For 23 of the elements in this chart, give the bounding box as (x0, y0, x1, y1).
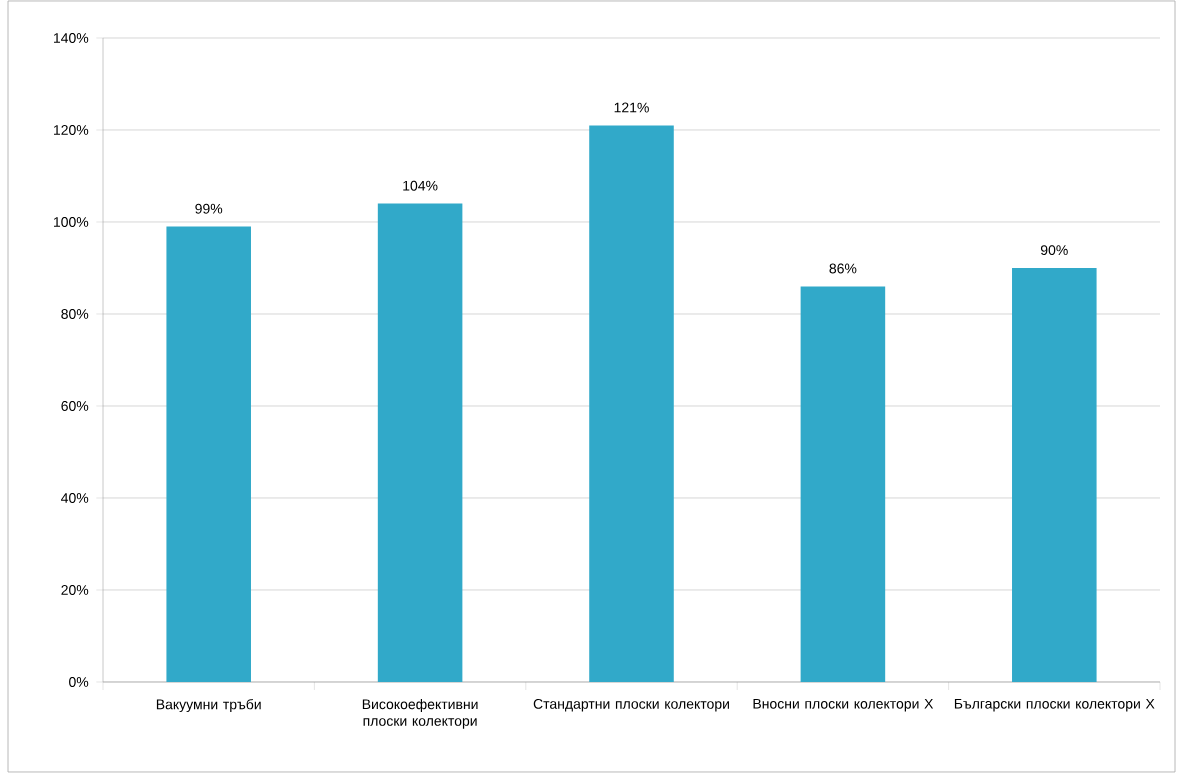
x-tick-label: Български плоски колектори X (954, 698, 1155, 712)
x-tick-label: Вакуумни тръби (156, 698, 261, 713)
data-label: 99% (195, 203, 223, 214)
x-tick-label: Стандартни плоски колектори (533, 698, 729, 712)
bar (166, 226, 251, 682)
y-tick-label: 140% (54, 33, 89, 43)
x-tick-label: Високоефективни плоски колектори (362, 698, 478, 729)
y-tick-label: 80% (61, 309, 89, 319)
bar (800, 286, 886, 682)
data-label: 90% (1040, 245, 1068, 256)
y-tick-label: 40% (61, 493, 89, 503)
bar (589, 125, 674, 682)
y-tick-label: 120% (54, 125, 89, 135)
data-label: 86% (829, 263, 857, 274)
data-label: 104% (403, 180, 438, 191)
bar (377, 203, 463, 682)
y-tick-label: 0% (69, 677, 89, 687)
data-label: 121% (614, 102, 649, 113)
y-tick-label: 100% (54, 217, 89, 227)
y-tick-label: 60% (61, 401, 89, 411)
y-tick-label: 20% (61, 585, 89, 595)
x-tick-label: Вносни плоски колектори X (753, 698, 934, 712)
bar (1012, 267, 1097, 682)
